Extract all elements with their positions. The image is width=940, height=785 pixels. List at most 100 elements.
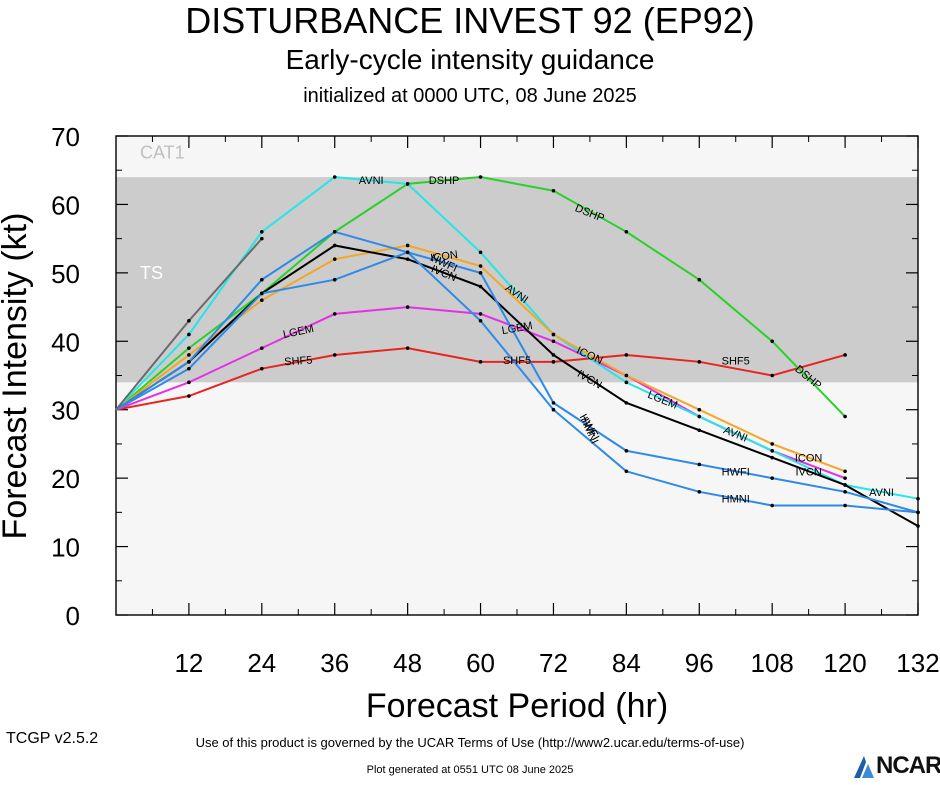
- data-point-icon: [624, 373, 629, 378]
- data-point-dshp: [187, 346, 191, 350]
- generated-time: Plot generated at 0551 UTC 08 June 2025: [366, 764, 574, 776]
- data-point-hmni: [916, 510, 920, 515]
- data-point-hmni: [843, 503, 847, 508]
- data-point-avni: [697, 414, 702, 419]
- x-tick-label: 84: [612, 648, 641, 678]
- y-tick-label: 10: [51, 533, 80, 563]
- ncar-logo-text: NCAR: [876, 752, 940, 779]
- y-tick-label: 40: [51, 327, 80, 357]
- y-tick-label: 50: [51, 259, 80, 289]
- data-point-ivcn: [478, 284, 483, 289]
- x-axis-label: Forecast Period (hr): [366, 687, 668, 725]
- x-tick-label: 96: [685, 648, 714, 678]
- version-label: TCGP v2.5.2: [6, 730, 99, 747]
- data-point-dshp: [697, 277, 702, 282]
- data-point-hwfi: [624, 448, 629, 453]
- data-point-dshp: [624, 230, 629, 234]
- x-tick-label: 72: [539, 648, 568, 678]
- data-point-shf5: [332, 353, 337, 357]
- data-point-lgem: [478, 312, 483, 316]
- series-label-lgem: LGEM: [501, 320, 534, 337]
- data-point-hwfi: [187, 360, 191, 364]
- series-label-shf5: SHF5: [284, 354, 313, 368]
- data-point-hwfi: [478, 271, 483, 275]
- data-point-ivcn: [405, 257, 410, 261]
- intensity-chart: TS CAT1 0 10 20 30 40 50 60 70 12 24 36 48 60 72 84 96 10…: [0, 122, 940, 725]
- y-tick-label: 60: [51, 190, 80, 220]
- data-point-lgem: [405, 305, 410, 309]
- data-point-hmni: [697, 490, 702, 494]
- data-point-hmni: [551, 407, 556, 412]
- data-point-avni: [916, 496, 920, 501]
- x-tick-label: 12: [174, 648, 203, 678]
- data-point-ivcn: [551, 353, 556, 357]
- data-point-icon: [551, 332, 556, 337]
- data-point-dshp: [770, 339, 774, 344]
- series-label-icon: ICON: [795, 453, 823, 465]
- x-tick-label: 108: [750, 648, 793, 678]
- y-tick-label: 20: [51, 464, 80, 494]
- data-point-shf5: [260, 366, 264, 371]
- data-point-shf5: [405, 346, 410, 350]
- data-point-ivcn: [624, 401, 629, 405]
- series-label-hmni: HMNI: [722, 494, 750, 506]
- data-point-icon: [260, 298, 264, 303]
- data-point-hwfi: [770, 476, 774, 480]
- series-label-dshp: DSHP: [429, 175, 460, 187]
- data-point-icon: [405, 243, 410, 248]
- series-label-shf5: SHF5: [503, 355, 531, 367]
- data-point-hmni: [770, 503, 774, 508]
- data-point-avni: [478, 250, 483, 255]
- data-point-hwfi: [843, 490, 847, 494]
- data-point-lgem: [260, 346, 264, 350]
- data-point-avni: [624, 380, 629, 385]
- data-point-ofci: [260, 236, 264, 241]
- y-tick-label: 30: [51, 396, 80, 426]
- data-point-icon: [770, 442, 774, 446]
- data-point-ivcn: [697, 428, 702, 433]
- data-point-icon: [478, 264, 483, 268]
- band-cat1: [116, 136, 918, 178]
- x-tick-label: 120: [823, 648, 866, 678]
- data-point-shf5: [770, 373, 774, 378]
- terms-of-use: Use of this product is governed by the U…: [195, 735, 745, 750]
- series-label-avni: AVNI: [869, 487, 894, 499]
- data-point-ivcn: [843, 483, 847, 487]
- data-point-shf5: [843, 353, 847, 357]
- data-point-hmni: [187, 366, 191, 371]
- data-point-dshp: [478, 175, 483, 179]
- data-point-hwfi: [332, 230, 337, 234]
- x-tick-label: 132: [896, 648, 939, 678]
- data-point-icon: [697, 407, 702, 412]
- data-point-lgem: [843, 476, 847, 480]
- series-label-icon: ICON: [430, 249, 459, 265]
- data-point-dshp: [551, 188, 556, 193]
- data-point-icon: [843, 469, 847, 474]
- data-point-lgem: [187, 380, 191, 385]
- data-point-shf5: [478, 360, 483, 364]
- data-point-hmni: [624, 469, 629, 474]
- series-line-hwfi: [115, 230, 919, 514]
- data-point-hwfi: [551, 401, 556, 405]
- data-point-hwfi: [697, 462, 702, 467]
- band-label-cat1: CAT1: [140, 142, 185, 162]
- data-point-hmni: [405, 250, 410, 255]
- data-point-hmni: [332, 277, 337, 282]
- series-label-shf5: SHF5: [722, 355, 750, 367]
- data-point-shf5: [551, 360, 556, 364]
- data-point-dshp: [843, 414, 847, 419]
- x-tick-label: 60: [466, 648, 495, 678]
- series-label-avni: AVNI: [359, 175, 384, 187]
- data-point-shf5: [697, 360, 702, 364]
- data-point-avni: [405, 182, 410, 186]
- data-point-shf5: [187, 394, 191, 398]
- y-tick-label: 70: [51, 122, 80, 152]
- data-point-icon: [332, 257, 337, 261]
- y-tick-label: 0: [66, 601, 80, 631]
- data-point-ivcn: [332, 243, 337, 248]
- series-line-avni: [115, 176, 919, 500]
- x-tick-label: 24: [247, 648, 276, 678]
- band-label-ts: TS: [140, 263, 163, 283]
- band-ts: [116, 177, 918, 383]
- ncar-logo-icon: [854, 756, 874, 778]
